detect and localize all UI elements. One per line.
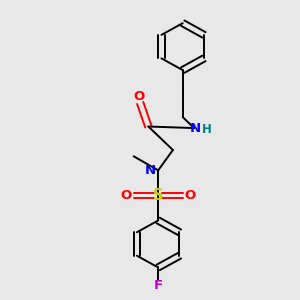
Text: N: N	[190, 122, 201, 135]
Text: F: F	[154, 279, 163, 292]
Text: O: O	[121, 189, 132, 202]
Text: H: H	[202, 123, 212, 136]
Text: O: O	[133, 90, 144, 103]
Text: S: S	[153, 188, 164, 203]
Text: O: O	[184, 189, 196, 202]
Text: N: N	[144, 164, 156, 177]
